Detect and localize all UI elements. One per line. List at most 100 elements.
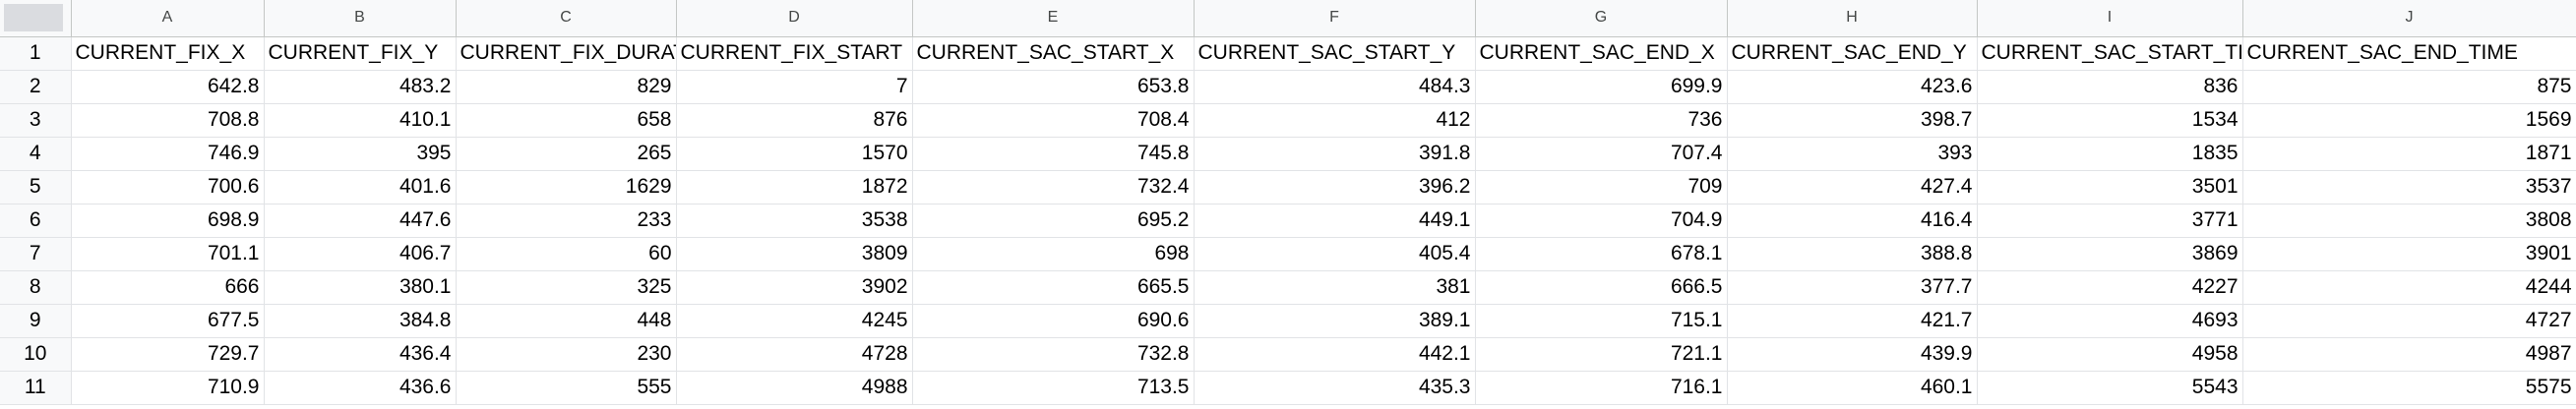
row-header[interactable]: 5 [0, 170, 72, 204]
column-header-f[interactable]: F [1194, 0, 1476, 37]
row-header[interactable]: 10 [0, 337, 72, 372]
data-cell[interactable]: 393 [1727, 137, 1978, 171]
header-cell[interactable]: CURRENT_SAC_END_X [1475, 36, 1728, 71]
data-cell[interactable]: 876 [676, 103, 913, 138]
data-cell[interactable]: 230 [456, 337, 677, 372]
data-cell[interactable]: 233 [456, 204, 677, 238]
row-header[interactable]: 2 [0, 70, 72, 104]
column-header-g[interactable]: G [1475, 0, 1728, 37]
data-cell[interactable]: 3902 [676, 270, 913, 305]
row-header[interactable]: 3 [0, 103, 72, 138]
data-cell[interactable]: 829 [456, 70, 677, 104]
data-cell[interactable]: 384.8 [264, 304, 457, 338]
data-cell[interactable]: 391.8 [1194, 137, 1476, 171]
data-cell[interactable]: 396.2 [1194, 170, 1476, 204]
header-cell[interactable]: CURRENT_SAC_END_Y [1727, 36, 1978, 71]
data-cell[interactable]: 421.7 [1727, 304, 1978, 338]
data-cell[interactable]: 265 [456, 137, 677, 171]
row-header[interactable]: 7 [0, 237, 72, 271]
data-cell[interactable]: 736 [1475, 103, 1728, 138]
data-cell[interactable]: 678.1 [1475, 237, 1728, 271]
data-cell[interactable]: 3809 [676, 237, 913, 271]
data-cell[interactable]: 698 [912, 237, 1195, 271]
data-cell[interactable]: 448 [456, 304, 677, 338]
data-cell[interactable]: 427.4 [1727, 170, 1978, 204]
column-header-h[interactable]: H [1727, 0, 1978, 37]
data-cell[interactable]: 3869 [1977, 237, 2243, 271]
data-cell[interactable]: 442.1 [1194, 337, 1476, 372]
column-header-i[interactable]: I [1977, 0, 2243, 37]
data-cell[interactable]: 439.9 [1727, 337, 1978, 372]
header-cell[interactable]: CURRENT_FIX_DURATION [456, 36, 677, 71]
data-cell[interactable]: 695.2 [912, 204, 1195, 238]
data-cell[interactable]: 746.9 [71, 137, 265, 171]
header-cell[interactable]: CURRENT_SAC_END_TIME [2242, 36, 2576, 71]
data-cell[interactable]: 721.1 [1475, 337, 1728, 372]
data-cell[interactable]: 436.6 [264, 371, 457, 405]
column-header-b[interactable]: B [264, 0, 457, 37]
data-cell[interactable]: 460.1 [1727, 371, 1978, 405]
data-cell[interactable]: 709 [1475, 170, 1728, 204]
data-cell[interactable]: 677.5 [71, 304, 265, 338]
data-cell[interactable]: 389.1 [1194, 304, 1476, 338]
data-cell[interactable]: 406.7 [264, 237, 457, 271]
data-cell[interactable]: 4988 [676, 371, 913, 405]
data-cell[interactable]: 447.6 [264, 204, 457, 238]
data-cell[interactable]: 4987 [2242, 337, 2576, 372]
data-cell[interactable]: 642.8 [71, 70, 265, 104]
data-cell[interactable]: 708.8 [71, 103, 265, 138]
data-cell[interactable]: 713.5 [912, 371, 1195, 405]
data-cell[interactable]: 7 [676, 70, 913, 104]
data-cell[interactable]: 710.9 [71, 371, 265, 405]
column-header-j[interactable]: J [2242, 0, 2576, 37]
data-cell[interactable]: 5575 [2242, 371, 2576, 405]
data-cell[interactable]: 704.9 [1475, 204, 1728, 238]
row-header[interactable]: 4 [0, 137, 72, 171]
row-header[interactable]: 11 [0, 371, 72, 405]
data-cell[interactable]: 665.5 [912, 270, 1195, 305]
data-cell[interactable]: 3501 [1977, 170, 2243, 204]
data-cell[interactable]: 398.7 [1727, 103, 1978, 138]
data-cell[interactable]: 395 [264, 137, 457, 171]
data-cell[interactable]: 658 [456, 103, 677, 138]
header-cell[interactable]: CURRENT_SAC_START_X [912, 36, 1195, 71]
row-header[interactable]: 1 [0, 36, 72, 71]
header-cell[interactable]: CURRENT_FIX_Y [264, 36, 457, 71]
data-cell[interactable]: 875 [2242, 70, 2576, 104]
data-cell[interactable]: 416.4 [1727, 204, 1978, 238]
data-cell[interactable]: 401.6 [264, 170, 457, 204]
data-cell[interactable]: 3538 [676, 204, 913, 238]
data-cell[interactable]: 4244 [2242, 270, 2576, 305]
data-cell[interactable]: 707.4 [1475, 137, 1728, 171]
data-cell[interactable]: 381 [1194, 270, 1476, 305]
data-cell[interactable]: 484.3 [1194, 70, 1476, 104]
data-cell[interactable]: 653.8 [912, 70, 1195, 104]
data-cell[interactable]: 715.1 [1475, 304, 1728, 338]
column-header-d[interactable]: D [676, 0, 913, 37]
header-cell[interactable]: CURRENT_FIX_START [676, 36, 913, 71]
select-all-corner[interactable] [0, 0, 72, 37]
data-cell[interactable]: 436.4 [264, 337, 457, 372]
data-cell[interactable]: 423.6 [1727, 70, 1978, 104]
column-header-e[interactable]: E [912, 0, 1195, 37]
data-cell[interactable]: 732.4 [912, 170, 1195, 204]
data-cell[interactable]: 729.7 [71, 337, 265, 372]
data-cell[interactable]: 483.2 [264, 70, 457, 104]
data-cell[interactable]: 449.1 [1194, 204, 1476, 238]
data-cell[interactable]: 412 [1194, 103, 1476, 138]
data-cell[interactable]: 1835 [1977, 137, 2243, 171]
data-cell[interactable]: 1534 [1977, 103, 2243, 138]
data-cell[interactable]: 4227 [1977, 270, 2243, 305]
data-cell[interactable]: 60 [456, 237, 677, 271]
data-cell[interactable]: 325 [456, 270, 677, 305]
row-header[interactable]: 8 [0, 270, 72, 305]
data-cell[interactable]: 690.6 [912, 304, 1195, 338]
data-cell[interactable]: 4958 [1977, 337, 2243, 372]
data-cell[interactable]: 701.1 [71, 237, 265, 271]
data-cell[interactable]: 4727 [2242, 304, 2576, 338]
data-cell[interactable]: 3901 [2242, 237, 2576, 271]
header-cell[interactable]: CURRENT_FIX_X [71, 36, 265, 71]
data-cell[interactable]: 555 [456, 371, 677, 405]
data-cell[interactable]: 3808 [2242, 204, 2576, 238]
column-header-c[interactable]: C [456, 0, 677, 37]
